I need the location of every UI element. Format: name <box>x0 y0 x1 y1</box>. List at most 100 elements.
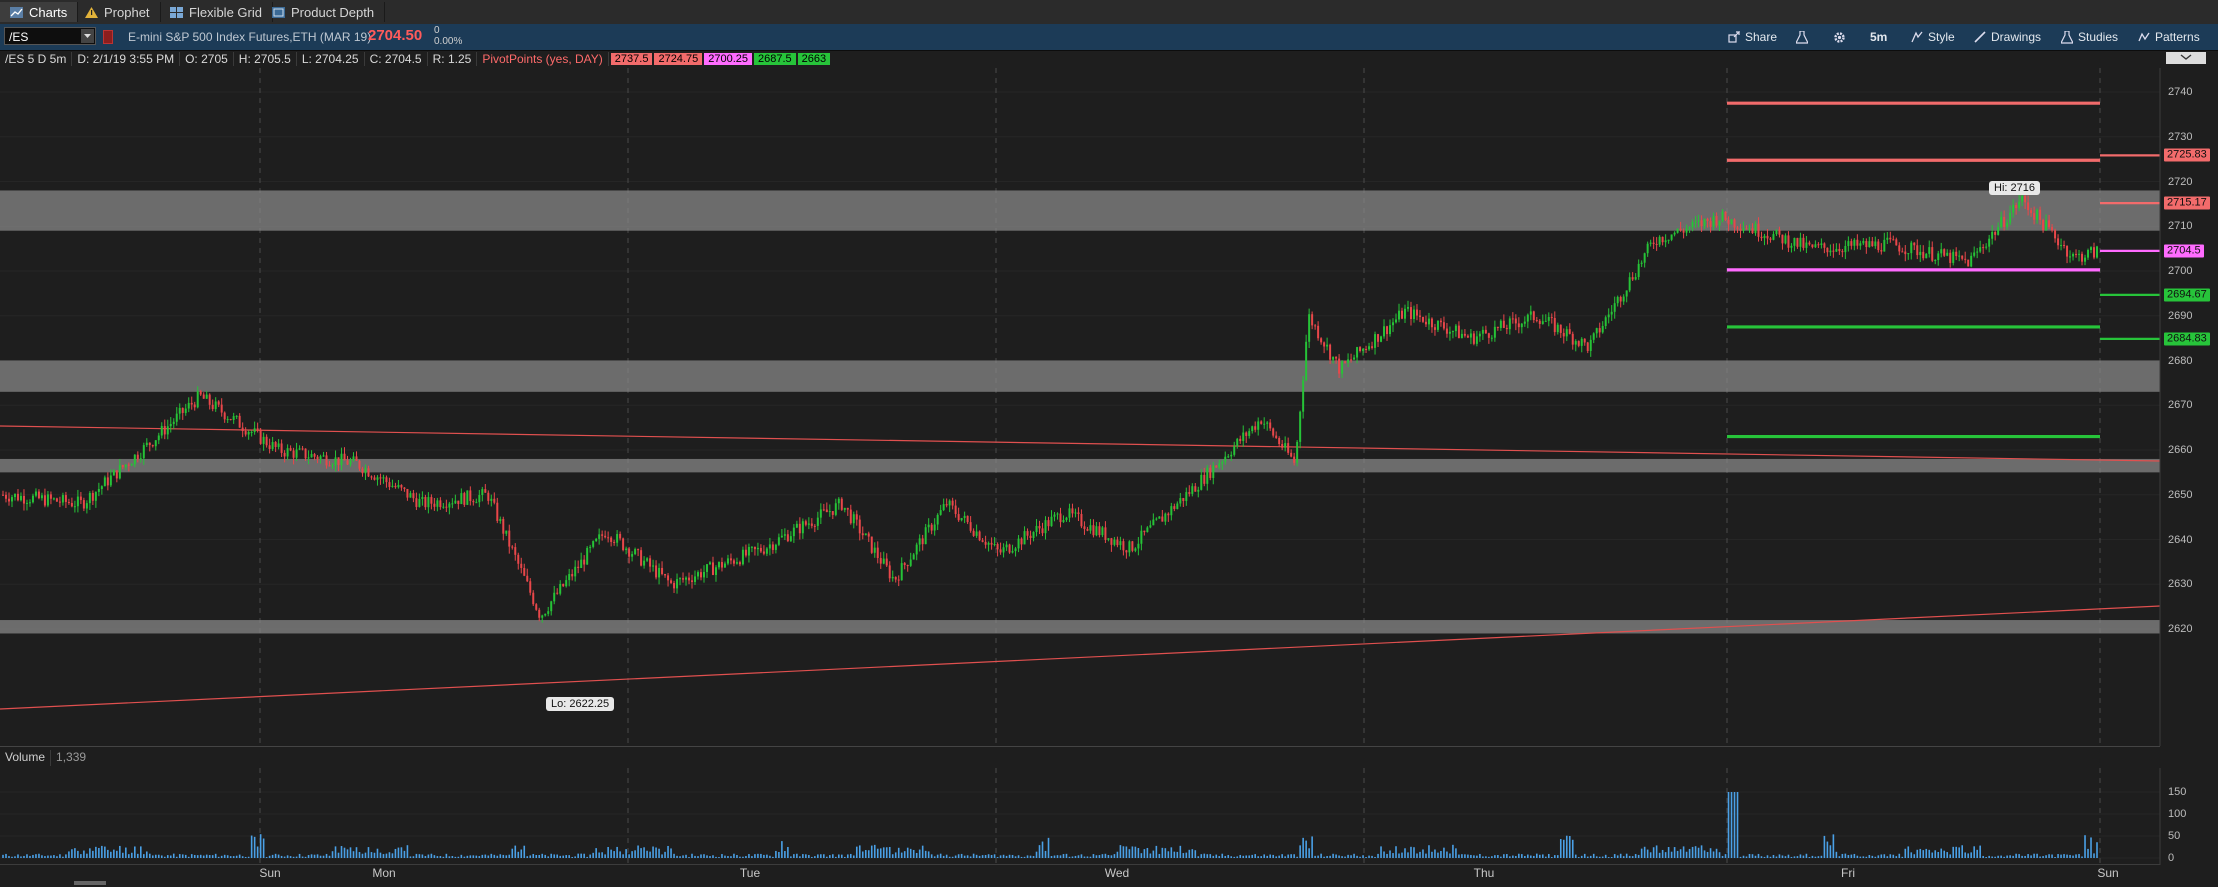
candle-body[interactable] <box>1233 446 1236 455</box>
candle-body[interactable] <box>741 549 744 565</box>
candle-body[interactable] <box>541 615 544 618</box>
candle-body[interactable] <box>169 423 172 427</box>
candle-body[interactable] <box>1101 527 1104 536</box>
candle-body[interactable] <box>613 541 616 543</box>
candle-body[interactable] <box>364 468 367 474</box>
candle-body[interactable] <box>412 493 415 499</box>
candle-body[interactable] <box>1760 236 1763 239</box>
candle-body[interactable] <box>921 538 924 545</box>
candle-body[interactable] <box>253 428 256 432</box>
candle-body[interactable] <box>568 574 571 581</box>
candle-body[interactable] <box>1499 320 1502 328</box>
candle-body[interactable] <box>1218 463 1221 468</box>
candle-body[interactable] <box>1287 443 1290 453</box>
candle-body[interactable] <box>1799 237 1802 247</box>
candle-body[interactable] <box>867 533 870 537</box>
candle-body[interactable] <box>1113 539 1116 545</box>
candle-body[interactable] <box>1278 438 1281 445</box>
candle-body[interactable] <box>157 435 160 441</box>
candle-body[interactable] <box>1643 253 1646 263</box>
candle-body[interactable] <box>1314 325 1317 327</box>
candle-body[interactable] <box>643 560 646 566</box>
candle-body[interactable] <box>1173 506 1176 509</box>
candle-body[interactable] <box>124 464 127 468</box>
candle-body[interactable] <box>214 401 217 410</box>
candle-body[interactable] <box>1694 221 1697 223</box>
candle-body[interactable] <box>7 498 10 502</box>
candle-body[interactable] <box>514 547 517 555</box>
candle-body[interactable] <box>1442 322 1445 329</box>
candle-body[interactable] <box>1014 548 1017 552</box>
candle-body[interactable] <box>858 519 861 534</box>
candle-body[interactable] <box>1131 541 1134 551</box>
candle-body[interactable] <box>765 548 768 554</box>
candle-body[interactable] <box>1248 431 1251 436</box>
candle-body[interactable] <box>2015 205 2018 209</box>
candle-body[interactable] <box>1406 307 1409 309</box>
price-zone[interactable] <box>0 458 2160 473</box>
candle-body[interactable] <box>1850 241 1853 246</box>
candle-body[interactable] <box>289 448 292 451</box>
candle-body[interactable] <box>1005 544 1008 548</box>
candle-body[interactable] <box>49 494 52 499</box>
candle-body[interactable] <box>900 563 903 581</box>
candle-body[interactable] <box>490 498 493 501</box>
candle-body[interactable] <box>837 498 840 504</box>
candle-body[interactable] <box>391 485 394 487</box>
candle-body[interactable] <box>1961 255 1964 259</box>
candle-body[interactable] <box>1769 238 1772 240</box>
candle-body[interactable] <box>187 402 190 409</box>
candle-body[interactable] <box>274 442 277 447</box>
candle-body[interactable] <box>1415 309 1418 316</box>
candle-body[interactable] <box>1940 249 1943 254</box>
candle-body[interactable] <box>562 583 565 587</box>
candle-body[interactable] <box>154 440 157 447</box>
candle-body[interactable] <box>1478 333 1481 337</box>
candle-body[interactable] <box>1985 246 1988 248</box>
candle-body[interactable] <box>406 488 409 498</box>
candle-body[interactable] <box>2045 220 2048 231</box>
candle-body[interactable] <box>1970 255 1973 267</box>
candle-body[interactable] <box>987 542 990 545</box>
candle-body[interactable] <box>1448 331 1451 334</box>
candle-body[interactable] <box>1859 243 1862 246</box>
candle-body[interactable] <box>547 611 550 614</box>
candle-body[interactable] <box>1050 516 1053 527</box>
candle-body[interactable] <box>112 470 115 476</box>
candle-body[interactable] <box>1062 519 1065 523</box>
patterns-button[interactable]: Patterns <box>2138 27 2200 47</box>
candle-body[interactable] <box>1487 333 1490 338</box>
price-zone[interactable] <box>0 620 2160 634</box>
candle-body[interactable] <box>1838 248 1841 252</box>
candle-body[interactable] <box>1733 219 1736 228</box>
candle-body[interactable] <box>340 453 343 466</box>
candle-body[interactable] <box>553 592 556 602</box>
candle-body[interactable] <box>331 465 334 467</box>
candle-body[interactable] <box>85 503 88 509</box>
candle-body[interactable] <box>942 504 945 511</box>
candle-body[interactable] <box>1107 538 1110 540</box>
candle-body[interactable] <box>1679 228 1682 231</box>
candle-body[interactable] <box>517 554 520 564</box>
candle-body[interactable] <box>646 558 649 561</box>
candle-body[interactable] <box>1820 243 1823 246</box>
candle-body[interactable] <box>1541 321 1544 324</box>
candle-body[interactable] <box>1943 249 1946 256</box>
candle-body[interactable] <box>1412 309 1415 320</box>
candle-body[interactable] <box>1002 547 1005 553</box>
candle-body[interactable] <box>1997 227 2000 235</box>
candle-body[interactable] <box>301 448 304 450</box>
overlay-button[interactable] <box>2166 52 2206 64</box>
candle-body[interactable] <box>1418 315 1421 317</box>
candle-body[interactable] <box>1496 326 1499 328</box>
candle-body[interactable] <box>148 442 151 446</box>
candle-body[interactable] <box>1332 356 1335 360</box>
candle-body[interactable] <box>637 549 640 551</box>
candle-body[interactable] <box>1862 240 1865 244</box>
candle-body[interactable] <box>2018 201 2021 209</box>
candle-body[interactable] <box>903 563 906 566</box>
candle-body[interactable] <box>834 503 837 515</box>
candle-body[interactable] <box>376 477 379 480</box>
candle-body[interactable] <box>475 502 478 504</box>
candle-body[interactable] <box>1880 250 1883 252</box>
